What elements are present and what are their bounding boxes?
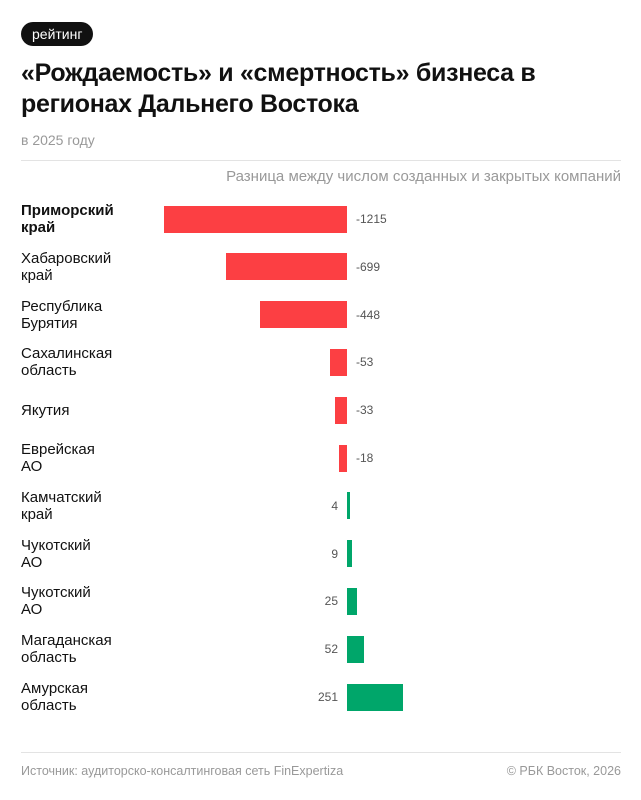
data-label: 4 <box>331 498 338 513</box>
bar <box>260 301 347 329</box>
category-label: Еврейская АО <box>21 441 95 475</box>
bar <box>329 348 347 376</box>
category-label: Чукотский АО <box>21 536 91 571</box>
rating-badge: рейтинг <box>21 22 94 46</box>
subtitle: в 2025 году <box>21 132 95 148</box>
bar <box>347 635 365 663</box>
data-label: -53 <box>356 355 374 370</box>
category-label: Якутия <box>21 401 70 419</box>
category-label: Камчатский край <box>21 488 102 523</box>
data-label: 251 <box>317 690 338 704</box>
bar <box>164 205 347 233</box>
category-label: Сахалинская область <box>21 345 113 380</box>
category-label: Хабаровский край <box>21 249 112 284</box>
category-label: Республика Бурятия <box>21 297 103 332</box>
bar <box>347 587 357 615</box>
data-label: -1215 <box>356 212 387 226</box>
top-divider <box>21 160 621 161</box>
page-title: «Рождаемость» и «смертность» бизнеса в р… <box>21 59 536 118</box>
data-label: 9 <box>331 546 338 561</box>
category-label: Чукотский АО <box>21 584 91 619</box>
bar <box>347 492 350 520</box>
category-label: Амурская область <box>21 680 89 714</box>
data-label: -448 <box>356 307 381 322</box>
bar <box>226 253 347 281</box>
data-label: 25 <box>324 594 338 609</box>
bar <box>347 540 352 568</box>
category-label: Приморский край <box>21 202 114 236</box>
bar <box>339 444 347 472</box>
bar <box>347 683 404 711</box>
source-note: Источник: аудиторско-консалтинговая сеть… <box>21 764 344 778</box>
data-label: -33 <box>356 403 374 418</box>
bar <box>334 396 347 424</box>
data-label: -18 <box>356 451 374 465</box>
data-label: -699 <box>356 259 381 274</box>
data-label: 52 <box>324 642 338 657</box>
copyright: © РБК Восток, 2026 <box>506 764 621 778</box>
category-label: Магаданская область <box>21 632 112 667</box>
axis-title: Разница между числом созданных и закрыты… <box>226 168 621 185</box>
bottom-divider <box>21 752 621 753</box>
